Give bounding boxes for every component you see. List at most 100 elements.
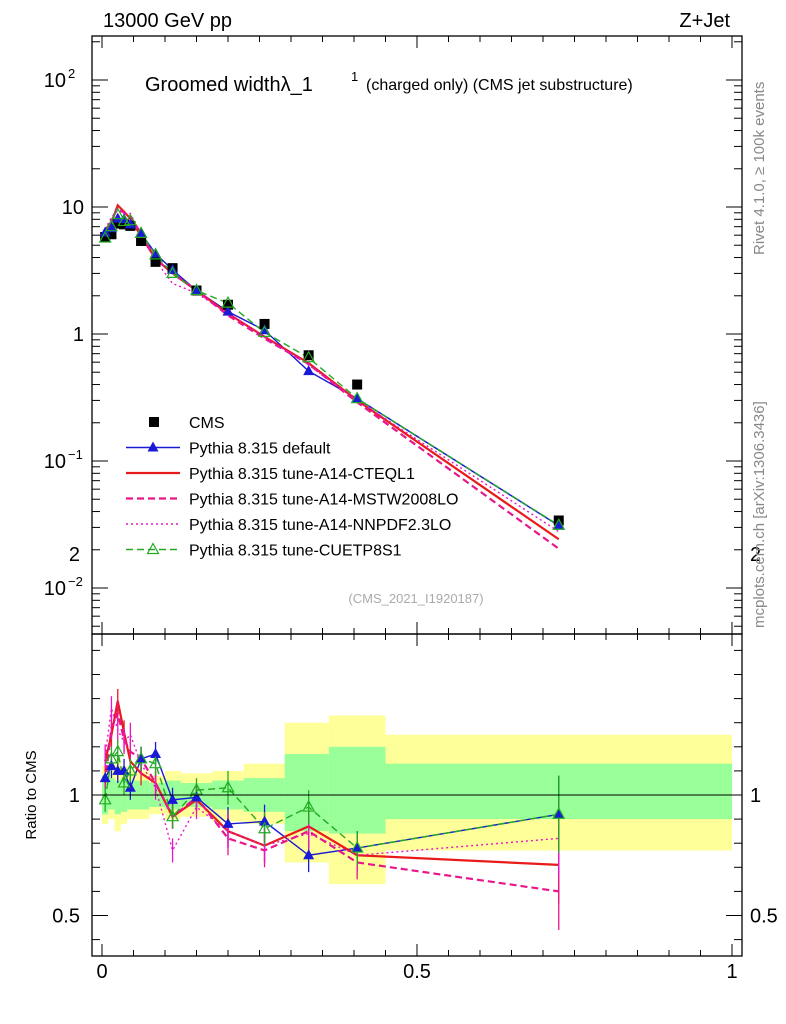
data-point xyxy=(191,284,202,295)
data-point xyxy=(134,751,148,764)
data-point xyxy=(147,441,159,452)
legend-entry: CMS xyxy=(149,415,225,432)
side-label-top: Rivet 4.1.0, ≥ 100k events xyxy=(751,82,768,255)
data-point xyxy=(135,227,147,238)
series-markers xyxy=(98,207,566,860)
data-point xyxy=(124,781,136,792)
ratio-tick-label: 0.5 xyxy=(52,906,80,928)
legend-label: Pythia 8.315 default xyxy=(189,441,331,458)
data-point xyxy=(350,840,364,853)
y-tick-label: 10 xyxy=(44,70,66,92)
data-point xyxy=(149,247,163,260)
data-point xyxy=(258,821,272,834)
data-point xyxy=(191,791,202,802)
legend-label: Pythia 8.315 tune-A14-MSTW2008LO xyxy=(189,492,458,509)
data-point xyxy=(146,542,160,555)
data-point xyxy=(100,232,111,243)
plot-title-sup: 1 xyxy=(351,69,358,84)
legend-label: CMS xyxy=(189,415,225,432)
data-point xyxy=(303,350,314,361)
legend-entry: Pythia 8.315 tune-A14-CTEQL1 xyxy=(126,466,415,483)
ratio-tick-label-right: 0.5 xyxy=(750,906,778,928)
data-point xyxy=(553,519,565,530)
series-line-ratio xyxy=(104,709,559,893)
data-point xyxy=(104,219,118,232)
series-line-ratio xyxy=(104,700,559,866)
legend-marker xyxy=(149,417,159,427)
band-inner-bin xyxy=(108,778,115,810)
data-point xyxy=(123,763,137,776)
y-tick-label: 10 xyxy=(44,451,66,473)
series-line-main xyxy=(104,205,560,550)
data-point xyxy=(352,379,363,390)
data-point xyxy=(150,748,162,759)
legend-entry: Pythia 8.315 tune-A14-MSTW2008LO xyxy=(126,492,458,509)
data-point xyxy=(189,782,204,795)
data-point xyxy=(303,365,315,376)
data-point xyxy=(221,780,235,793)
series-line-ratio xyxy=(104,750,559,849)
data-point xyxy=(259,318,270,329)
ratio-tick-label-right: 2 xyxy=(750,544,761,566)
data-point xyxy=(104,751,118,764)
band-inner-bin xyxy=(114,780,121,815)
x-tick-label: 0 xyxy=(96,961,107,983)
y-tick-label-exponent: −1 xyxy=(68,447,83,462)
legend-entry: Pythia 8.315 default xyxy=(126,441,331,458)
x-tick-label: 0.5 xyxy=(403,961,431,983)
data-point xyxy=(149,756,163,769)
data-point xyxy=(223,299,233,310)
data-point xyxy=(111,207,125,220)
ratio-axis-label: Ratio to CMS xyxy=(23,750,40,839)
band-inner-bin xyxy=(328,746,386,834)
data-point xyxy=(105,222,117,233)
data-point xyxy=(221,295,235,308)
legend-entry: Pythia 8.315 tune-CUETP8S1 xyxy=(126,542,402,560)
data-point xyxy=(167,793,179,804)
data-point xyxy=(106,229,117,240)
data-point xyxy=(117,775,131,788)
legend-entry: Pythia 8.315 tune-A14-NNPDF2.3LO xyxy=(126,517,451,534)
axis-ticks xyxy=(92,36,742,956)
data-point xyxy=(552,517,566,530)
plot-title-main: Groomed widthλ_1 xyxy=(145,74,313,96)
y-tick-label: 10 xyxy=(62,197,84,219)
y-tick-label-exponent: 2 xyxy=(68,66,75,81)
data-point xyxy=(105,760,117,771)
data-point xyxy=(111,744,125,757)
legend: CMS Pythia 8.315 default Pythia 8.315 tune… xyxy=(126,415,458,560)
data-point xyxy=(552,807,566,819)
y-tick-label: 1 xyxy=(73,324,84,346)
data-point xyxy=(98,230,112,243)
ratio-tick-label: 2 xyxy=(69,544,80,566)
y-tick-label: 10 xyxy=(44,578,66,600)
header-left: 13000 GeV pp xyxy=(103,10,232,32)
side-label-bottom: mcplots.cern.ch [arXiv:1306.3436] xyxy=(751,401,768,628)
data-point xyxy=(189,283,204,296)
header-right: Z+Jet xyxy=(679,10,730,32)
series-line-ratio xyxy=(104,708,559,856)
band-inner-bin xyxy=(284,754,329,832)
data-point xyxy=(99,772,111,783)
data-point xyxy=(119,219,130,230)
data-point xyxy=(303,849,315,860)
plot-title-sub: (charged only) (CMS jet substructure) xyxy=(366,77,633,94)
data-point xyxy=(150,256,161,267)
legend-label: Pythia 8.315 tune-A14-CTEQL1 xyxy=(189,466,415,483)
legend-label: Pythia 8.315 tune-A14-NNPDF2.3LO xyxy=(189,517,451,534)
data-point xyxy=(351,392,363,403)
data-point xyxy=(350,391,364,404)
data-point xyxy=(258,325,272,337)
analysis-watermark: (CMS_2021_I1920187) xyxy=(348,591,483,606)
data-point xyxy=(134,226,148,238)
x-tick-label: 1 xyxy=(726,961,737,983)
data-point xyxy=(351,842,363,853)
data-point xyxy=(302,350,316,363)
data-point xyxy=(222,817,234,828)
data-point xyxy=(302,799,316,812)
data-point xyxy=(553,808,565,819)
data-point xyxy=(135,752,147,763)
data-point xyxy=(136,235,147,246)
